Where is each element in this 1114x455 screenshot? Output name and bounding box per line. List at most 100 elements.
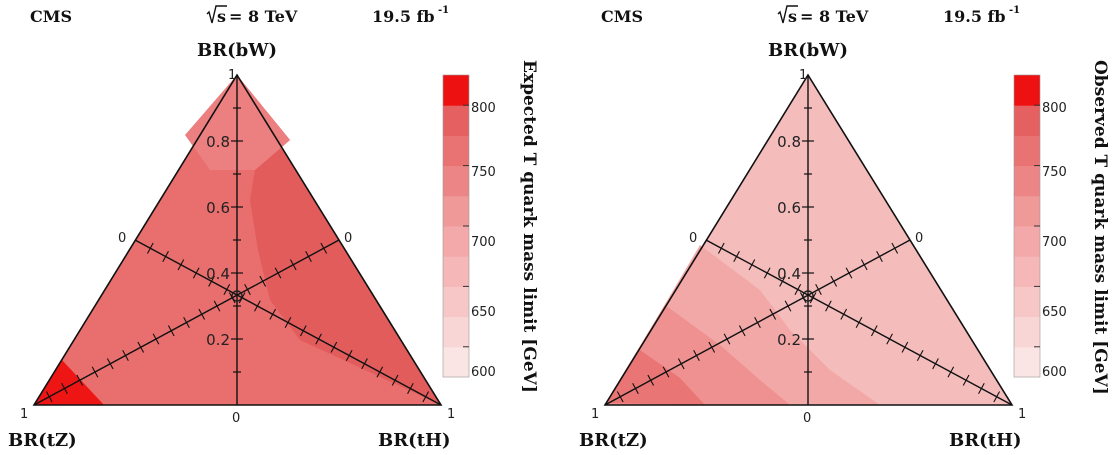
right-corner-value: 1 [447, 407, 455, 422]
axis-tick [238, 292, 246, 304]
axis-tick [901, 341, 909, 353]
axes-center-marker [231, 290, 243, 302]
colorbar-tick-label: 700 [1042, 235, 1067, 250]
top-corner-value: 1 [799, 68, 807, 83]
axis-tick [733, 250, 740, 263]
tick-label: 0.6 [777, 199, 801, 217]
sqrt-sign [206, 5, 227, 24]
colorbar-band [1014, 105, 1040, 136]
tick-label: 0.8 [777, 133, 801, 151]
corner-label-th: BR(tH) [949, 430, 1022, 451]
corner-label-tz: BR(tZ) [579, 430, 648, 451]
axis-tick [122, 349, 129, 362]
axis-tick [254, 300, 261, 312]
axis-tick [45, 391, 53, 403]
axis-tick [284, 316, 292, 329]
colorbar-tick-label: 600 [1042, 365, 1067, 380]
colorbar-band [443, 256, 469, 287]
axis-tick [183, 316, 190, 329]
colorbar-band [443, 195, 469, 227]
colorbar-tick-label: 750 [471, 165, 496, 180]
axis-tick [223, 283, 231, 296]
axis-tick [274, 267, 282, 279]
header: CMS s = 8 TeV 19.5 fb -1 [601, 5, 1020, 26]
axis-tick [167, 325, 175, 337]
observed-limit-panel: 0.2 0.4 0.6 0.8 1 1 1 0 0 0 BR(bW) BR(tZ… [579, 5, 1110, 451]
corner-label-th: BR(tH) [378, 430, 451, 451]
axis-tick [146, 242, 154, 254]
axis-tick [320, 242, 328, 254]
luminosity: 19.5 fb [943, 7, 1006, 26]
colorbar-band [443, 165, 469, 197]
colorbar-band [1014, 316, 1040, 348]
axis-tick [315, 333, 322, 345]
colorbar-tick-label: 800 [1042, 101, 1067, 116]
luminosity-exponent: -1 [438, 5, 449, 16]
corner-label-bw: BR(bW) [768, 40, 848, 61]
axis-tick [708, 341, 716, 353]
axis-tick [754, 316, 761, 329]
axis-tick [345, 349, 353, 362]
axis-tick [886, 333, 893, 345]
luminosity: 19.5 fb [372, 7, 435, 26]
region-bottom-left-corner [34, 360, 104, 405]
colorbar-band [1014, 226, 1040, 257]
colorbar-tick-label: 750 [1042, 165, 1067, 180]
corner-labels: BR(bW) BR(tZ) BR(tH) [8, 40, 451, 451]
axis-tick [855, 316, 863, 329]
axis-tick [662, 366, 670, 378]
tick-end-labels: 1 1 1 0 0 0 [591, 68, 1026, 426]
colorbar-band [443, 135, 469, 167]
axis-tick [137, 341, 145, 353]
axis-tick [299, 325, 307, 337]
colorbar-band [443, 286, 469, 318]
upper-left-zero: 0 [118, 231, 126, 246]
axis-tick [616, 391, 624, 403]
left-corner-value: 1 [591, 407, 599, 422]
axis-tick [376, 366, 384, 378]
corner-label-tz: BR(tZ) [8, 430, 77, 451]
tick-label: 0.2 [206, 331, 230, 349]
diagonal-right-ticks [45, 242, 328, 403]
top-corner-value: 1 [228, 68, 236, 83]
axis-tick [763, 267, 771, 279]
upper-right-zero: 0 [915, 231, 923, 246]
vertical-axis-ticks [231, 107, 243, 373]
diagonal-left-ticks [717, 242, 1001, 403]
colorbar-tick-labels: 600 650 700 750 800 [1042, 101, 1067, 380]
colorbar-band [443, 226, 469, 257]
colorbar-axis-label: Observed T quark mass limit [GeV] [1090, 60, 1110, 395]
axis-tick [916, 349, 924, 362]
vertical-axis-tick-labels: 0.2 0.4 0.6 0.8 [777, 133, 801, 349]
axis-tick [799, 292, 807, 304]
vertical-axis-tick-labels: 0.2 0.4 0.6 0.8 [206, 133, 230, 349]
axis-tick [779, 275, 786, 287]
axis-tick [391, 374, 399, 386]
axis-tick [891, 242, 899, 254]
tick-label: 0.2 [777, 331, 801, 349]
colorbar-band [1014, 286, 1040, 318]
axis-tick [361, 358, 368, 370]
right-corner-value: 1 [1018, 407, 1026, 422]
axis-tick [177, 259, 185, 271]
axis-tick [978, 382, 985, 395]
colorbar-tick-label: 600 [471, 365, 496, 380]
colorbar-band [1014, 195, 1040, 227]
axis-tick [815, 283, 822, 296]
axis-tick [840, 308, 848, 320]
axis-tick [717, 242, 725, 254]
energy-symbol: s [217, 7, 226, 26]
colorbar-ticks [1034, 104, 1040, 348]
axis-tick [769, 308, 777, 320]
left-corner-value: 1 [20, 407, 28, 422]
axis-tick [228, 292, 236, 304]
vertical-axis-ticks [802, 107, 814, 373]
colorbar: 600 650 700 750 800 Observed T quark mas… [1013, 60, 1110, 395]
axis-tick [198, 308, 206, 320]
tick-end-labels: 1 1 1 0 0 0 [20, 68, 455, 426]
axis-tick [748, 259, 756, 271]
sqrt-sign [777, 5, 798, 24]
axis-tick [860, 259, 868, 271]
axis-tick [162, 250, 169, 263]
colorbar: 600 650 700 750 800 Expected T quark mas… [442, 60, 539, 393]
